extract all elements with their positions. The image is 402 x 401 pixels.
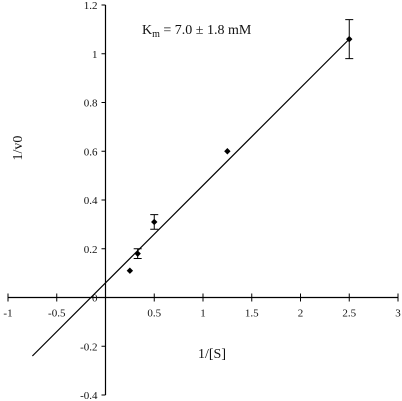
km-annotation-subscript: m	[152, 29, 160, 40]
axes	[8, 5, 398, 395]
x-axis-title: 1/[S]	[198, 347, 226, 362]
data-point	[134, 250, 141, 257]
km-annotation-prefix: K	[142, 23, 152, 38]
fit-line	[31, 38, 350, 357]
x-tick-label: 1.5	[245, 308, 259, 320]
y-tick-label: -0.4	[80, 390, 98, 401]
y-tick-label: -0.2	[80, 341, 97, 353]
y-tick-label: 0.8	[84, 98, 98, 110]
km-annotation: Km = 7.0 ± 1.8 mM	[142, 23, 252, 40]
km-annotation-value: = 7.0 ± 1.8 mM	[160, 23, 252, 38]
y-tick-label: 0.6	[84, 146, 98, 158]
data-point	[126, 267, 134, 274]
x-tick-label: -1	[3, 308, 12, 320]
y-tick-label: 0.2	[84, 244, 98, 256]
data-point	[346, 35, 353, 43]
ticks: -1 -0.5 0.5 1 1.5 2 2.5 3 -0.4 -0.2 0 0.2 0.4 0.6 0.8 1…	[3, 0, 401, 401]
x-tick-label: 2.5	[342, 308, 356, 320]
x-tick-label: 0.5	[147, 308, 161, 320]
y-tick-label: 1	[92, 49, 98, 61]
x-tick-label: 3	[395, 308, 401, 320]
x-tick-label: -0.5	[48, 308, 66, 320]
data-points	[126, 19, 354, 274]
x-tick-label: 2	[298, 308, 304, 320]
y-axis-title: 1/v0	[11, 136, 26, 161]
y-tick-label: 0	[92, 293, 98, 305]
y-tick-label: 0.4	[84, 195, 98, 207]
data-point	[224, 148, 231, 155]
data-point	[151, 218, 158, 226]
y-tick-label: 1.2	[84, 0, 98, 12]
fit-line-group	[31, 38, 350, 357]
x-tick-label: 1	[200, 308, 206, 320]
